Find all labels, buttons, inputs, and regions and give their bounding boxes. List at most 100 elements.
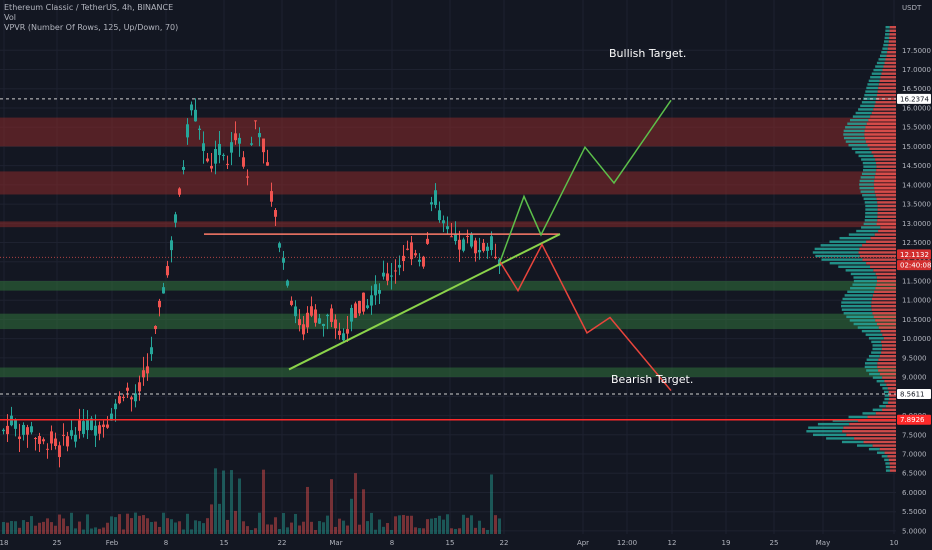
vpvr-up-bar	[870, 76, 881, 79]
candle-body	[302, 324, 305, 335]
candle-body	[102, 424, 105, 428]
vpvr-up-bar	[815, 254, 860, 258]
candle-body	[398, 264, 401, 268]
vpvr-up-bar	[885, 25, 890, 29]
vpvr-down-bar	[867, 143, 896, 147]
vpvr-down-bar	[881, 351, 896, 354]
candle-body	[430, 202, 433, 205]
price-tick-label: 7.0000	[902, 451, 927, 459]
vpvr-up-bar	[872, 376, 883, 379]
vpvr-indicator-label[interactable]: VPVR (Number Of Rows, 125, Up/Down, 70)	[4, 23, 179, 32]
candle-body	[422, 256, 425, 267]
volume-bar	[150, 522, 153, 534]
volume-bar	[354, 473, 357, 534]
vpvr-up-bar	[812, 251, 859, 254]
candle-body	[202, 143, 205, 151]
volume-bar	[274, 517, 277, 534]
time-tick-label: 10	[890, 539, 899, 547]
candle-body	[406, 248, 409, 250]
vpvr-up-bar	[849, 118, 869, 122]
vpvr-down-bar	[874, 179, 896, 183]
volume-bar	[230, 470, 233, 534]
volume-bar	[458, 528, 461, 534]
bearish-target-label[interactable]: Bearish Target.	[611, 373, 694, 386]
vpvr-down-bar	[879, 447, 896, 451]
price-tick-label: 11.0000	[902, 297, 931, 305]
volume-profile	[806, 25, 896, 472]
vpvr-down-bar	[877, 215, 896, 218]
candle-body	[222, 154, 225, 156]
vpvr-up-bar	[843, 312, 873, 315]
vpvr-up-bar	[864, 365, 878, 369]
vpvr-up-bar	[873, 68, 883, 72]
vpvr-down-bar	[843, 426, 896, 429]
vpvr-down-bar	[872, 444, 896, 447]
candle-body	[14, 420, 17, 429]
resistance-zone	[0, 171, 896, 195]
candle-body	[154, 325, 157, 330]
volume-bar	[102, 527, 105, 534]
price-tick-label: 16.0000	[902, 104, 931, 112]
volume-bar	[406, 515, 409, 534]
candle-body	[438, 210, 441, 221]
vpvr-up-bar	[866, 86, 879, 90]
vpvr-up-bar	[851, 147, 870, 150]
support-zone	[0, 367, 896, 378]
bullish-target-label[interactable]: Bullish Target.	[609, 47, 687, 60]
bullish-target-price-label-bg	[897, 93, 931, 104]
symbol-title[interactable]: Ethereum Classic / TetherUS, 4h, BINANCE	[4, 3, 174, 12]
price-tick-label: 13.0000	[902, 220, 931, 228]
volume-indicator-label[interactable]: Vol	[4, 13, 16, 22]
volume-bar	[326, 515, 329, 534]
candle-body	[162, 287, 165, 294]
volume-bar	[158, 526, 161, 534]
vpvr-up-bar	[872, 347, 882, 351]
candle-body	[386, 273, 389, 281]
candle-body	[310, 306, 313, 316]
volume-bar	[34, 525, 37, 534]
volume-bar	[198, 521, 201, 534]
volume-bar	[22, 520, 25, 534]
candle-body	[130, 397, 133, 400]
volume-bar	[454, 528, 457, 534]
candle-body	[158, 300, 161, 308]
volume-bar	[126, 513, 129, 534]
vpvr-up-bar	[866, 369, 879, 372]
candle-body	[30, 426, 33, 433]
volume-bar	[46, 518, 49, 534]
candle-body	[338, 330, 341, 336]
drawings	[288, 99, 672, 392]
volume-bar	[6, 522, 9, 534]
vpvr-down-bar	[889, 469, 896, 472]
vpvr-down-bar	[869, 147, 896, 150]
vpvr-up-bar	[864, 219, 878, 222]
candle-body	[134, 393, 137, 402]
volume-bar	[58, 514, 61, 534]
volume-bar	[382, 526, 385, 534]
volume-bar	[374, 529, 377, 534]
candle-body	[246, 176, 249, 178]
vpvr-down-bar	[876, 169, 896, 172]
candle-body	[234, 133, 237, 141]
vpvr-up-bar	[841, 308, 872, 311]
vpvr-up-bar	[859, 179, 875, 183]
vpvr-down-bar	[883, 337, 896, 340]
volume-bar	[498, 518, 501, 534]
candle-body	[282, 258, 285, 263]
volume-bar	[238, 478, 241, 534]
vpvr-down-bar	[888, 401, 896, 404]
vpvr-up-bar	[882, 387, 888, 390]
candle-body	[238, 137, 241, 144]
volume-bar	[50, 522, 53, 534]
vpvr-up-bar	[817, 422, 850, 426]
vpvr-down-bar	[873, 269, 896, 272]
candle-body	[90, 418, 93, 431]
vpvr-down-bar	[877, 204, 896, 208]
candle-body	[334, 319, 337, 329]
candle-body	[230, 142, 233, 153]
vpvr-down-bar	[873, 183, 896, 186]
vpvr-down-bar	[868, 118, 896, 122]
candle-body	[330, 308, 333, 322]
volume-bar	[290, 522, 293, 534]
